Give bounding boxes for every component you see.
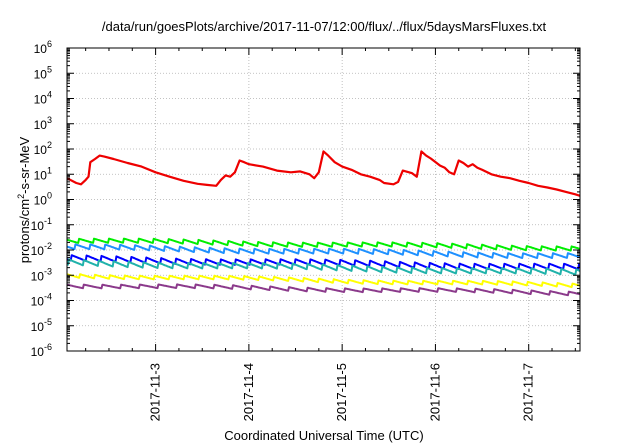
- y-tick-label: 10-2: [31, 241, 52, 258]
- series-line-1: [66, 150, 581, 197]
- x-tick-label: 2017-11-7: [521, 363, 536, 421]
- x-axis-label: Coordinated Universal Time (UTC): [224, 428, 423, 443]
- y-tick-label: 10-4: [31, 292, 52, 309]
- y-tick-label: 10-5: [31, 317, 52, 334]
- x-tick-label: 2017-11-6: [427, 363, 442, 421]
- x-tick-label: 2017-11-5: [334, 363, 349, 421]
- chart-title: /data/run/goesPlots/archive/2017-11-07/1…: [102, 19, 547, 34]
- y-axis-label: protons/cm2-s-sr-MeV: [16, 136, 32, 263]
- x-axis-ticks: 2017-11-3 2017-11-4 2017-11-5 2017-11-6 2017…: [85, 48, 576, 421]
- x-tick-label: 2017-11-3: [148, 363, 163, 421]
- y-tick-label: 102: [34, 140, 52, 157]
- y-axis-ticks: 10-6 10-5 10-4 10-3 10-2 10-1 100 101 102 103 104 1…: [31, 39, 580, 359]
- series-line-6: [66, 273, 581, 289]
- y-tick-label: 100: [34, 191, 52, 208]
- y-tick-label: 104: [34, 90, 52, 107]
- grid-lines: [67, 48, 580, 351]
- series-line-3: [66, 243, 581, 259]
- y-tick-label: 10-6: [31, 342, 52, 359]
- series-line-7: [66, 283, 581, 297]
- y-tick-label: 103: [34, 115, 52, 132]
- y-tick-label: 10-3: [31, 266, 52, 283]
- y-tick-label: 105: [34, 64, 52, 81]
- series-line-5: [66, 258, 581, 276]
- series-line-2: [66, 237, 581, 252]
- y-tick-label: 101: [34, 165, 52, 182]
- x-tick-label: 2017-11-4: [241, 363, 256, 421]
- plot-frame: [66, 47, 581, 352]
- y-tick-label: 106: [34, 39, 52, 56]
- y-tick-label: 10-1: [31, 216, 52, 233]
- series-layer: [66, 150, 581, 297]
